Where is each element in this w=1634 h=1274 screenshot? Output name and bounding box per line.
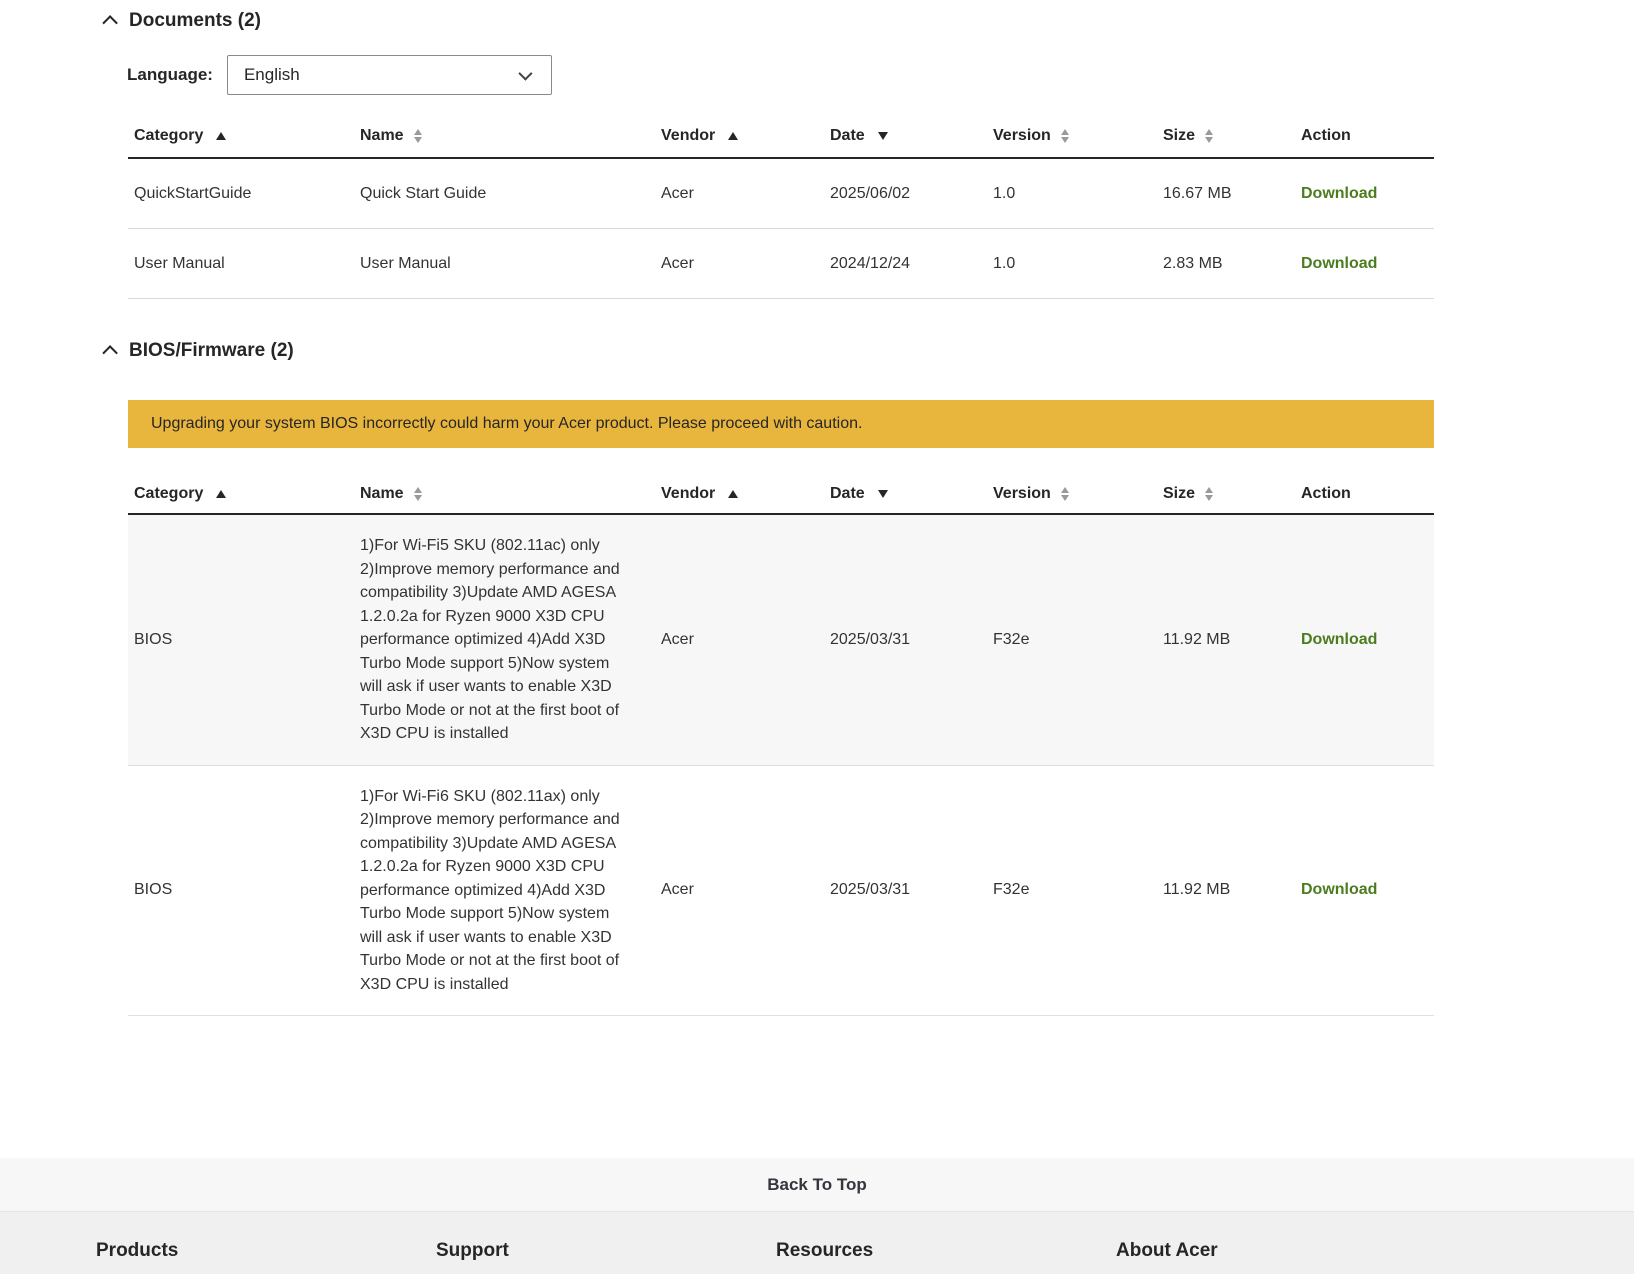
bios-section-header: BIOS/Firmware (2) <box>100 338 1634 364</box>
cell-version: F32e <box>993 630 1030 648</box>
sort-unsorted-icon <box>1060 487 1069 501</box>
sort-ascending-icon <box>216 131 227 140</box>
language-row: Language: English <box>127 55 1634 95</box>
footer-heading-products: Products <box>96 1240 179 1261</box>
column-header-action: Action <box>1301 126 1351 144</box>
chevron-down-icon <box>518 66 533 81</box>
cell-vendor: Acer <box>661 184 694 202</box>
bios-warning-text: Upgrading your system BIOS incorrectly c… <box>151 415 863 432</box>
language-select[interactable]: English <box>226 55 552 95</box>
column-header-action: Action <box>1301 485 1351 502</box>
column-header-category[interactable]: Category <box>128 485 354 503</box>
download-link[interactable]: Download <box>1301 254 1378 272</box>
cell-date: 2025/03/31 <box>830 630 911 648</box>
sort-descending-icon <box>877 490 888 498</box>
bios-collapse-button[interactable] <box>100 341 122 361</box>
sort-ascending-icon <box>216 490 227 498</box>
chevron-up-icon <box>101 14 118 31</box>
chevron-up-icon <box>101 344 118 361</box>
documents-table-header: Category Name Vendor Date Version Size <box>128 114 1434 159</box>
cell-version: F32e <box>993 881 1030 899</box>
page-footer: Back To Top Products Support Resources A… <box>0 1158 1634 1274</box>
cell-version: 1.0 <box>993 184 1016 202</box>
column-header-name[interactable]: Name <box>354 485 655 503</box>
back-to-top-band: Back To Top <box>0 1158 1634 1212</box>
table-row: QuickStartGuide Quick Start Guide Acer 2… <box>128 159 1434 229</box>
language-label: Language: <box>127 65 213 84</box>
footer-heading-support: Support <box>436 1240 509 1261</box>
cell-size: 11.92 MB <box>1163 630 1231 648</box>
sort-unsorted-icon <box>413 487 422 501</box>
cell-vendor: Acer <box>661 630 694 648</box>
cell-version: 1.0 <box>993 254 1016 272</box>
back-to-top-link[interactable]: Back To Top <box>767 1174 867 1194</box>
column-header-version[interactable]: Version <box>987 127 1157 145</box>
cell-category: BIOS <box>134 630 173 648</box>
column-header-date[interactable]: Date <box>824 485 987 503</box>
cell-size: 16.67 MB <box>1163 184 1232 202</box>
column-header-name[interactable]: Name <box>354 127 655 145</box>
column-header-size[interactable]: Size <box>1157 485 1295 503</box>
table-row: BIOS 1)For Wi-Fi5 SKU (802.11ac) only 2)… <box>128 515 1434 766</box>
column-header-category[interactable]: Category <box>128 127 354 145</box>
bios-warning-banner: Upgrading your system BIOS incorrectly c… <box>128 400 1434 448</box>
column-header-size[interactable]: Size <box>1157 127 1295 145</box>
sort-unsorted-icon <box>1205 487 1214 501</box>
cell-name: 1)For Wi-Fi5 SKU (802.11ac) only 2)Impro… <box>360 537 620 742</box>
cell-date: 2025/03/31 <box>830 881 911 899</box>
documents-collapse-button[interactable] <box>100 11 122 31</box>
column-header-date[interactable]: Date <box>824 127 987 145</box>
documents-section-title: Documents (2) <box>129 10 261 31</box>
cell-name: Quick Start Guide <box>360 184 487 202</box>
sort-ascending-icon <box>728 131 739 140</box>
cell-date: 2025/06/02 <box>830 184 911 202</box>
sort-ascending-icon <box>728 490 739 498</box>
table-row: BIOS 1)For Wi-Fi6 SKU (802.11ax) only 2)… <box>128 766 1434 1016</box>
footer-columns: Products Support Resources About Acer <box>0 1212 1634 1274</box>
cell-name: 1)For Wi-Fi6 SKU (802.11ax) only 2)Impro… <box>360 787 620 993</box>
sort-unsorted-icon <box>1205 128 1214 143</box>
documents-table: Category Name Vendor Date Version Size <box>128 114 1434 299</box>
cell-category: User Manual <box>134 254 225 272</box>
cell-vendor: Acer <box>661 254 694 272</box>
cell-name: User Manual <box>360 254 451 272</box>
sort-unsorted-icon <box>1060 128 1069 143</box>
cell-vendor: Acer <box>661 881 694 899</box>
bios-table: Category Name Vendor Date Version Size <box>128 475 1434 1016</box>
download-link[interactable]: Download <box>1301 881 1378 899</box>
documents-section-header: Documents (2) <box>100 8 1634 34</box>
cell-category: BIOS <box>134 881 173 899</box>
cell-category: QuickStartGuide <box>134 184 252 202</box>
language-selected-value: English <box>243 65 300 84</box>
sort-descending-icon <box>877 131 888 140</box>
cell-date: 2024/12/24 <box>830 254 911 272</box>
cell-size: 11.92 MB <box>1163 881 1231 899</box>
bios-table-header: Category Name Vendor Date Version Size <box>128 475 1434 515</box>
download-link[interactable]: Download <box>1301 184 1378 202</box>
column-header-version[interactable]: Version <box>987 485 1157 503</box>
bios-section-title: BIOS/Firmware (2) <box>129 340 294 361</box>
table-row: User Manual User Manual Acer 2024/12/24 … <box>128 229 1434 299</box>
sort-unsorted-icon <box>413 128 422 143</box>
column-header-vendor[interactable]: Vendor <box>655 485 824 503</box>
cell-size: 2.83 MB <box>1163 254 1223 272</box>
footer-heading-about-acer: About Acer <box>1116 1240 1218 1261</box>
column-header-vendor[interactable]: Vendor <box>655 127 824 145</box>
footer-heading-resources: Resources <box>776 1240 874 1261</box>
download-link[interactable]: Download <box>1301 630 1378 648</box>
